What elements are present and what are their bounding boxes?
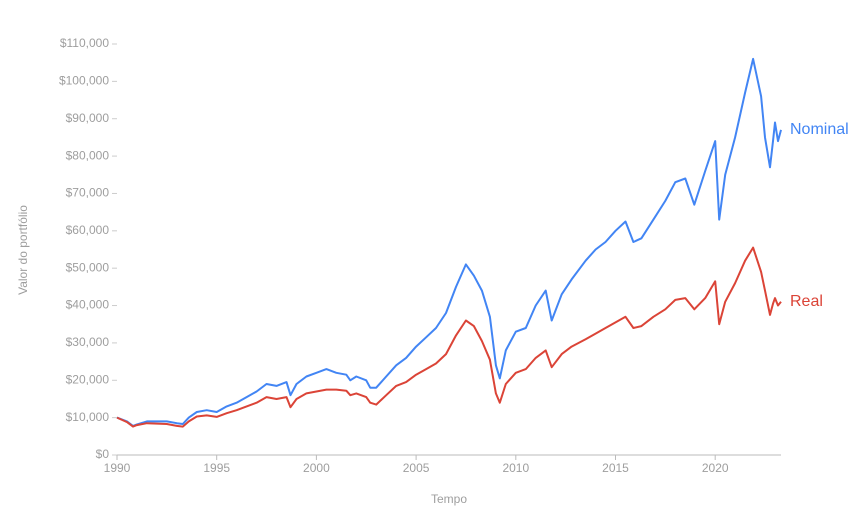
line-series <box>116 57 782 427</box>
x-tick-label: 1995 <box>203 461 230 475</box>
x-tick-label: 2015 <box>602 461 629 475</box>
y-tick-label: $30,000 <box>66 335 110 349</box>
x-tick-label: 2010 <box>502 461 529 475</box>
x-tick-label: 2020 <box>702 461 729 475</box>
x-axis-label: Tempo <box>431 492 467 506</box>
x-tick-label: 1990 <box>104 461 131 475</box>
line-series <box>116 246 782 428</box>
y-tick-label: $80,000 <box>66 148 110 162</box>
series-label: Nominal <box>790 121 849 138</box>
y-tick-label: $20,000 <box>66 372 110 386</box>
y-tick-label: $100,000 <box>59 74 109 88</box>
y-tick-label: $40,000 <box>66 298 110 312</box>
y-tick-label: $50,000 <box>66 260 110 274</box>
series-label: Real <box>790 293 823 310</box>
x-tick-label: 2000 <box>303 461 330 475</box>
y-tick-label: $0 <box>96 447 110 461</box>
y-tick-label: $10,000 <box>66 410 110 424</box>
y-tick-label: $110,000 <box>60 36 109 50</box>
y-tick-label: $70,000 <box>66 186 110 200</box>
x-tick-label: 2005 <box>403 461 430 475</box>
y-tick-label: $60,000 <box>66 223 110 237</box>
y-axis-label: Valor do portfólio <box>16 205 30 295</box>
y-tick-label: $90,000 <box>66 111 110 125</box>
